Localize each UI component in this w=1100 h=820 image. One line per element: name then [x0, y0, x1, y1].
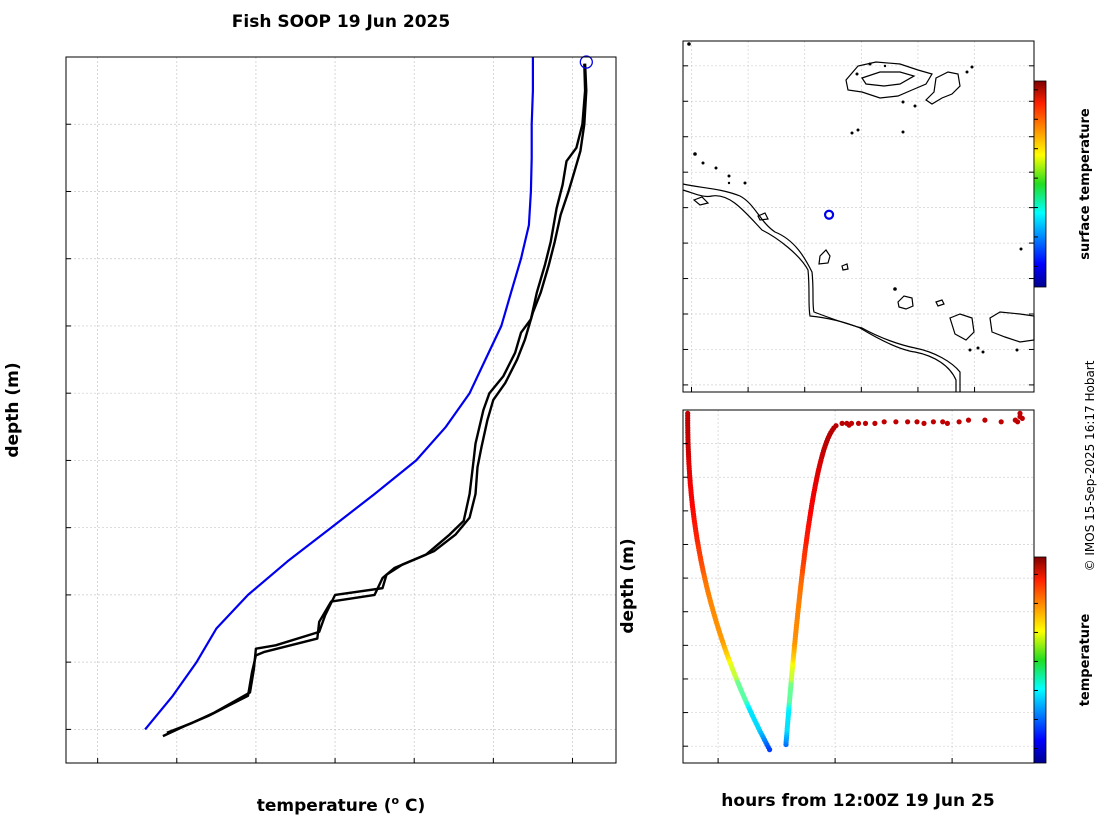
surface-point	[921, 420, 927, 426]
time-colorbar: temperature	[1033, 556, 1093, 764]
profile-ylabel: depth (m)	[3, 362, 23, 457]
map-panel: surface temperature	[682, 40, 1093, 393]
map-colorbar: surface temperature	[1033, 80, 1093, 288]
surface-point	[1015, 419, 1021, 425]
surface-point	[982, 417, 988, 423]
surface-point	[905, 419, 911, 425]
profile-xlabel: temperature (o C)	[257, 794, 426, 816]
station-marker	[823, 209, 835, 220]
up-cast-point	[833, 423, 839, 429]
profile-start-marker	[579, 55, 593, 69]
surface-point	[1017, 410, 1023, 416]
profile-series-line-0	[144, 57, 534, 731]
surface-point	[893, 419, 899, 425]
surface-point	[940, 419, 946, 425]
time-xlabel: hours from 12:00Z 19 Jun 25	[721, 791, 994, 811]
surface-point	[1019, 415, 1025, 421]
surface-point	[855, 420, 862, 426]
profile-series	[144, 55, 593, 738]
profile-ticks	[66, 56, 573, 763]
profile-plot-area	[66, 57, 616, 763]
map-islands	[687, 42, 1023, 354]
credit-text: © IMOS 15-Sep-2025 16:17 Hobart	[1083, 360, 1097, 571]
time-points	[685, 410, 1025, 753]
profile-panel: temperature (o C) depth (m)	[3, 55, 617, 816]
profile-series-line-2	[166, 63, 588, 734]
surface-point	[848, 420, 855, 426]
time-colorbar-label: temperature	[1078, 614, 1093, 707]
surface-point	[914, 419, 920, 425]
surface-point	[862, 420, 869, 426]
surface-point	[965, 417, 972, 423]
surface-point	[881, 419, 887, 425]
down-cast-point	[767, 747, 773, 753]
map-grid	[683, 41, 1034, 392]
surface-point	[944, 420, 951, 426]
surface-point	[998, 419, 1004, 425]
surface-point	[930, 419, 937, 425]
figure-title: Fish SOOP 19 Jun 2025	[232, 12, 450, 32]
coastline	[682, 61, 1035, 392]
surface-point	[956, 419, 962, 425]
time-ylabel: depth (m)	[618, 538, 638, 633]
up-cast-point	[839, 420, 845, 426]
time-panel: hours from 12:00Z 19 Jun 25 depth (m) te…	[618, 409, 1093, 811]
map-ticks	[683, 65, 1034, 392]
surface-point	[872, 420, 878, 426]
map-colorbar-label: surface temperature	[1078, 108, 1093, 260]
